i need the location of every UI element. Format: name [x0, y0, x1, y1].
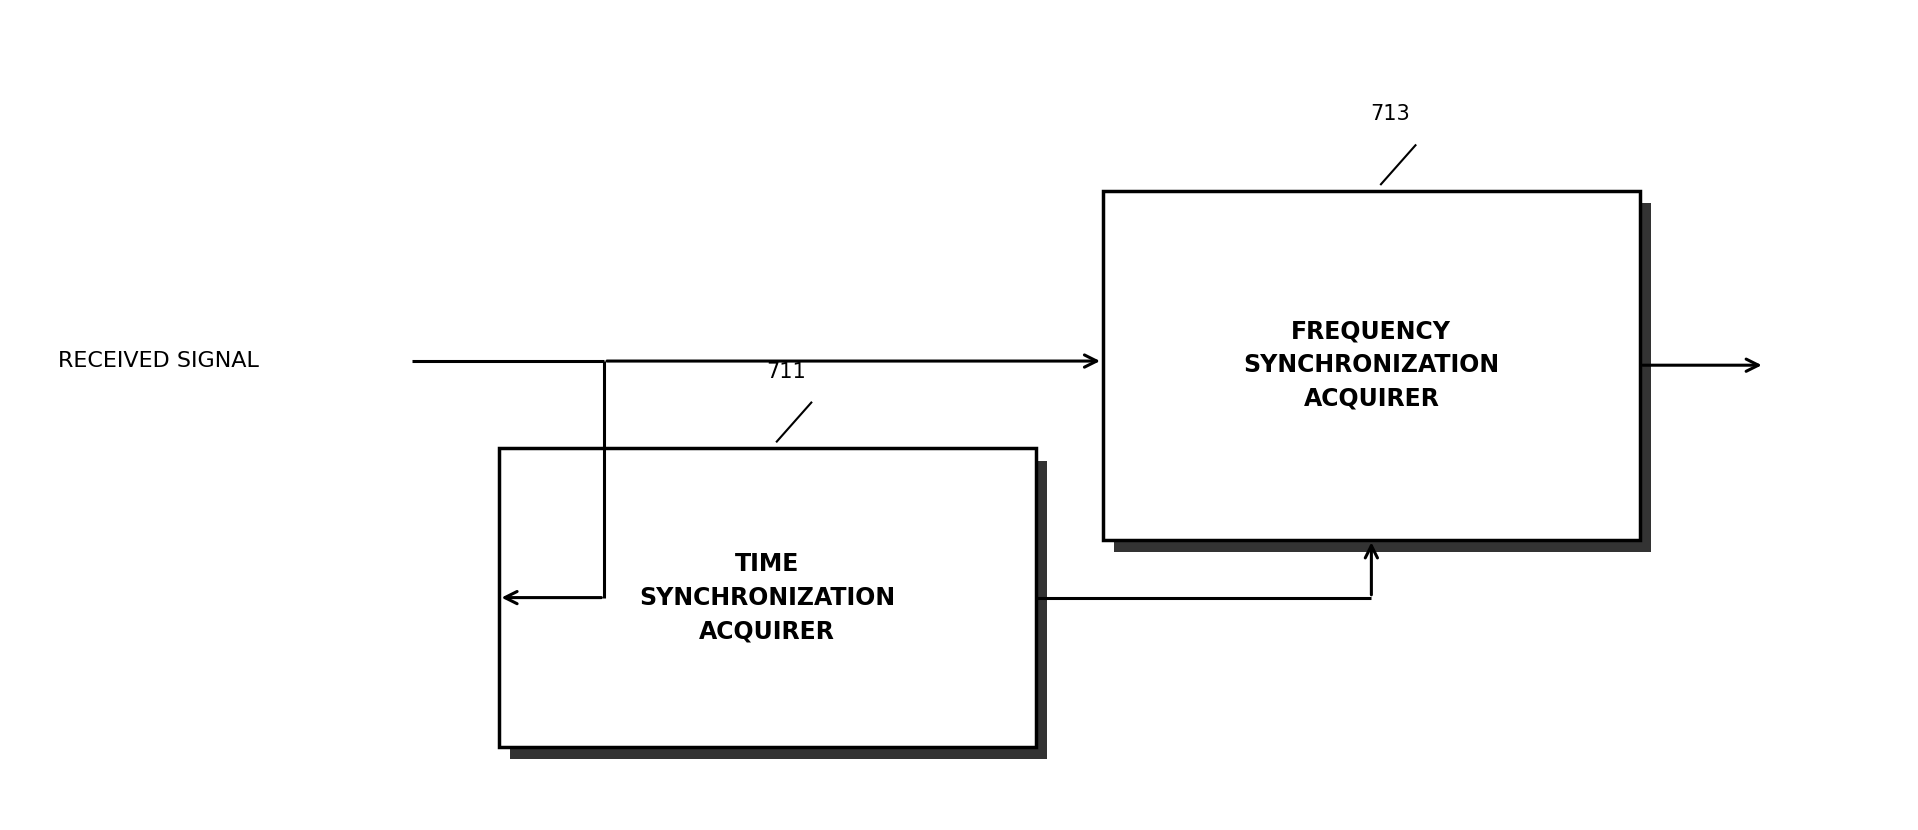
Text: FREQUENCY
SYNCHRONIZATION
ACQUIRER: FREQUENCY SYNCHRONIZATION ACQUIRER — [1243, 320, 1500, 411]
Bar — [510, 461, 1047, 759]
Bar — [1103, 191, 1640, 540]
Text: TIME
SYNCHRONIZATION
ACQUIRER: TIME SYNCHRONIZATION ACQUIRER — [639, 552, 896, 643]
Text: RECEIVED SIGNAL: RECEIVED SIGNAL — [58, 351, 259, 371]
Bar — [1114, 203, 1651, 552]
Text: 713: 713 — [1371, 105, 1410, 124]
Text: 711: 711 — [767, 362, 806, 382]
Bar — [499, 448, 1036, 747]
